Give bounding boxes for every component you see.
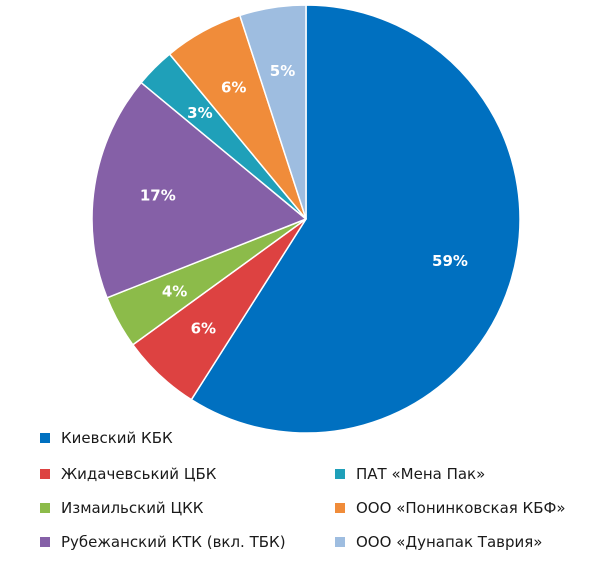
legend-item-2: Жидачевський ЦБК	[40, 465, 217, 483]
slice-value-label-7: 5%	[270, 62, 295, 80]
legend-item-4: Рубежанский КТК (вкл. ТБК)	[40, 533, 286, 551]
slice-value-label-2: 6%	[191, 319, 216, 337]
slice-value-label-6: 6%	[221, 79, 246, 97]
slice-value-label-3: 4%	[162, 282, 187, 300]
legend-label-6: ООО «Понинковская КБФ»	[356, 499, 566, 517]
legend-label-1: Киевский КБК	[61, 429, 173, 447]
legend-swatch-1	[40, 433, 50, 443]
legend-label-5: ПАТ «Мена Пак»	[356, 465, 485, 483]
pie-slice-1	[190, 4, 521, 434]
legend-label-7: ООО «Дунапак Таврия»	[356, 533, 542, 551]
legend-item-1: Киевский КБК	[40, 429, 173, 447]
pie-slices	[91, 4, 521, 434]
legend-label-4: Рубежанский КТК (вкл. ТБК)	[61, 533, 286, 551]
legend: Киевский КБК Жидачевський ЦБК Измаильский …	[40, 429, 566, 551]
legend-item-3: Измаильский ЦКК	[40, 499, 204, 517]
slice-value-label-5: 3%	[187, 104, 212, 122]
legend-swatch-6	[335, 503, 345, 513]
pie-slice-7	[239, 4, 307, 220]
legend-item-5: ПАТ «Мена Пак»	[335, 465, 485, 483]
legend-label-3: Измаильский ЦКК	[61, 499, 204, 517]
legend-swatch-7	[335, 537, 345, 547]
legend-swatch-5	[335, 469, 345, 479]
slice-labels: 59% 6% 4% 17% 3% 6% 5%	[140, 62, 468, 337]
legend-item-6: ООО «Понинковская КБФ»	[335, 499, 566, 517]
legend-swatch-4	[40, 537, 50, 547]
legend-label-2: Жидачевський ЦБК	[61, 465, 217, 483]
legend-item-7: ООО «Дунапак Таврия»	[335, 533, 542, 551]
slice-value-label-1: 59%	[432, 252, 468, 270]
legend-swatch-3	[40, 503, 50, 513]
legend-swatch-2	[40, 469, 50, 479]
slice-value-label-4: 17%	[140, 187, 176, 205]
pie-slice-4	[91, 81, 307, 299]
